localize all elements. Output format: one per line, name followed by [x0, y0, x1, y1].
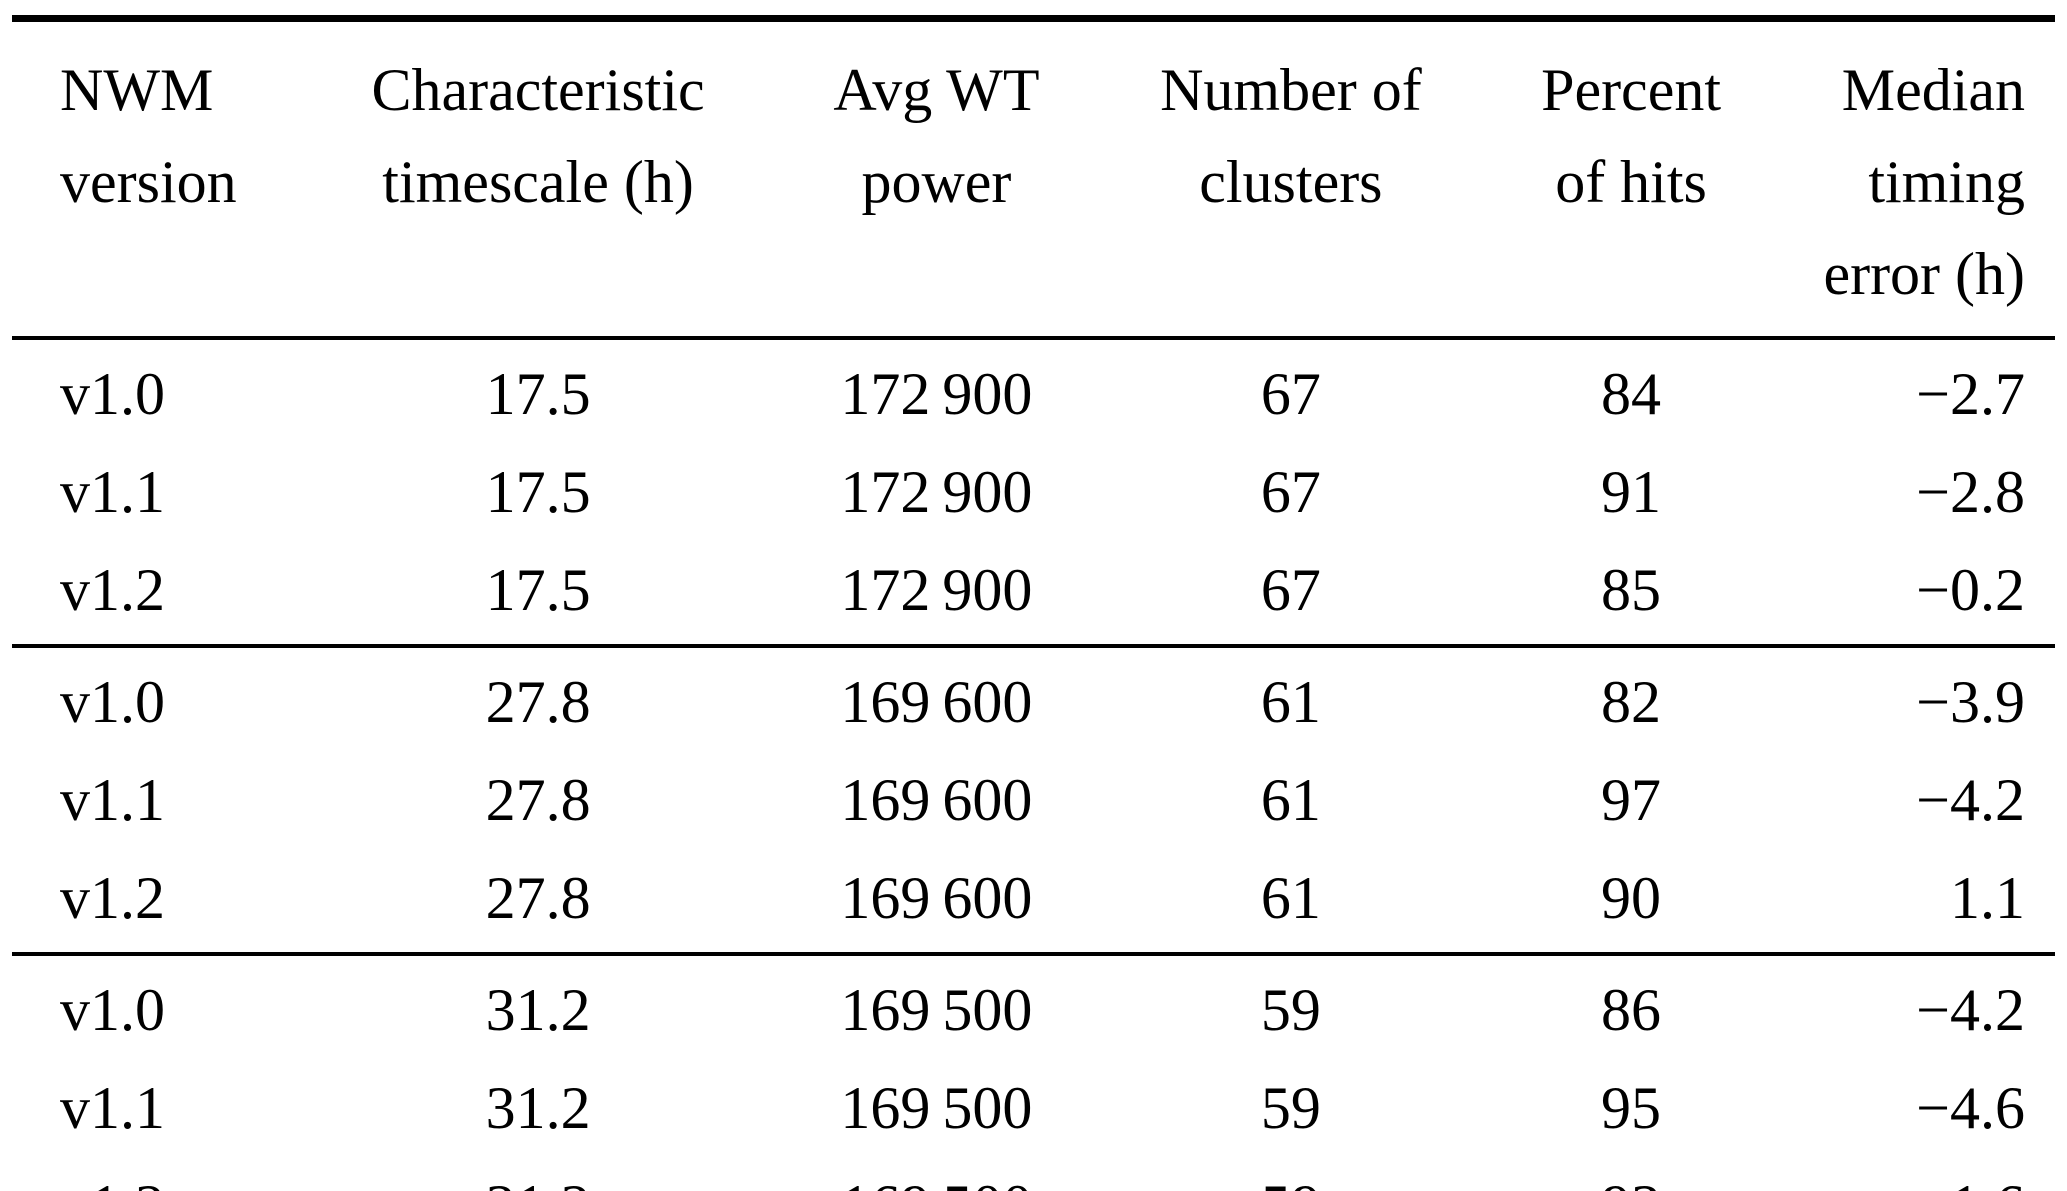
cell-nwm-version: v1.0 [60, 668, 165, 735]
cell-number-of-clusters: 61 [1260, 864, 1321, 931]
row-group-timescale-27-8: v1.0 27.8 169 600 61 82 −3.9 v1.1 27.8 1… [12, 646, 2055, 954]
cell-nwm-version: v1.1 [60, 766, 165, 833]
cell-percent-of-hits: 95 [1601, 1074, 1662, 1141]
cell-median-timing-error: −2.8 [1916, 458, 2025, 525]
header-line: Number of [1160, 57, 1422, 123]
cell-median-timing-error: −4.2 [1916, 766, 2025, 833]
header-line: Characteristic [371, 57, 705, 123]
cell-number-of-clusters: 67 [1260, 360, 1321, 427]
cell-percent-of-hits: 84 [1601, 360, 1662, 427]
header-avg-wt-power: Avg WT power [737, 19, 1135, 339]
cell-avg-wt-power: 172 900 [840, 458, 1033, 525]
cell-nwm-version: v1.0 [60, 976, 165, 1043]
cell-characteristic-timescale: 31.2 [339, 1157, 737, 1191]
header-number-of-clusters: Number of clusters [1136, 19, 1447, 339]
table-row: v1.2 31.2 169 500 59 93 1.6 [12, 1157, 2055, 1191]
table-row: v1.0 31.2 169 500 59 86 −4.2 [12, 954, 2055, 1059]
cell-characteristic-timescale: 27.8 [485, 668, 591, 735]
cell-characteristic-timescale: 17.5 [485, 556, 591, 623]
cell-number-of-clusters: 67 [1260, 556, 1321, 623]
header-line: timescale (h) [382, 149, 694, 215]
header-characteristic-timescale: Characteristic timescale (h) [339, 19, 737, 339]
cell-avg-wt-power: 172 900 [840, 556, 1033, 623]
header-percent-of-hits: Percent of hits [1446, 19, 1816, 339]
cell-median-timing-error: −4.6 [1916, 1074, 2025, 1141]
cell-number-of-clusters: 59 [1260, 1074, 1321, 1141]
cell-avg-wt-power: 169 500 [840, 1074, 1033, 1141]
table-row: v1.0 27.8 169 600 61 82 −3.9 [12, 646, 2055, 751]
header-line: NWM [60, 57, 214, 123]
table-row: v1.2 17.5 172 900 67 85 −0.2 [12, 541, 2055, 646]
cell-nwm-version: v1.1 [60, 458, 165, 525]
header-line: Median [1841, 57, 2025, 123]
header-line: of hits [1555, 149, 1707, 215]
cell-characteristic-timescale: 31.2 [485, 1074, 591, 1141]
cell-characteristic-timescale: 17.5 [485, 458, 591, 525]
row-group-timescale-17-5: v1.0 17.5 172 900 67 84 −2.7 v1.1 17.5 1… [12, 338, 2055, 646]
cell-number-of-clusters: 67 [1260, 458, 1321, 525]
cell-median-timing-error: −2.7 [1916, 360, 2025, 427]
cell-avg-wt-power: 169 500 [737, 1157, 1135, 1191]
cell-number-of-clusters: 61 [1260, 668, 1321, 735]
cell-characteristic-timescale: 27.8 [485, 766, 591, 833]
nwm-results-table: NWM version Characteristic timescale (h)… [12, 15, 2055, 1191]
cell-number-of-clusters: 59 [1136, 1157, 1447, 1191]
cell-percent-of-hits: 85 [1601, 556, 1662, 623]
cell-median-timing-error: −4.2 [1916, 976, 2025, 1043]
cell-avg-wt-power: 172 900 [840, 360, 1033, 427]
cell-characteristic-timescale: 31.2 [485, 976, 591, 1043]
cell-characteristic-timescale: 27.8 [485, 864, 591, 931]
table-row: v1.2 27.8 169 600 61 90 1.1 [12, 849, 2055, 954]
cell-median-timing-error: −3.9 [1916, 668, 2025, 735]
cell-median-timing-error: 1.6 [1816, 1157, 2055, 1191]
header-line: Percent [1541, 57, 1721, 123]
cell-nwm-version: v1.2 [12, 1157, 339, 1191]
cell-number-of-clusters: 61 [1260, 766, 1321, 833]
cell-nwm-version: v1.2 [60, 556, 165, 623]
cell-avg-wt-power: 169 600 [840, 864, 1033, 931]
cell-nwm-version: v1.0 [60, 360, 165, 427]
cell-percent-of-hits: 82 [1601, 668, 1662, 735]
table-row: v1.1 17.5 172 900 67 91 −2.8 [12, 443, 2055, 541]
table-header: NWM version Characteristic timescale (h)… [12, 19, 2055, 339]
cell-percent-of-hits: 91 [1601, 458, 1662, 525]
header-line: version [60, 149, 237, 215]
header-nwm-version: NWM version [12, 19, 339, 339]
cell-percent-of-hits: 90 [1601, 864, 1662, 931]
header-line: clusters [1199, 149, 1383, 215]
table-row: v1.1 27.8 169 600 61 97 −4.2 [12, 751, 2055, 849]
cell-nwm-version: v1.1 [60, 1074, 165, 1141]
cell-avg-wt-power: 169 600 [840, 668, 1033, 735]
cell-avg-wt-power: 169 500 [840, 976, 1033, 1043]
table-row: v1.1 31.2 169 500 59 95 −4.6 [12, 1059, 2055, 1157]
cell-percent-of-hits: 86 [1601, 976, 1662, 1043]
cell-number-of-clusters: 59 [1260, 976, 1321, 1043]
header-row: NWM version Characteristic timescale (h)… [12, 19, 2055, 339]
header-line: power [861, 149, 1012, 215]
cell-median-timing-error: −0.2 [1916, 556, 2025, 623]
cell-characteristic-timescale: 17.5 [485, 360, 591, 427]
header-line: error (h) [1823, 241, 2025, 307]
cell-avg-wt-power: 169 600 [840, 766, 1033, 833]
table-row: v1.0 17.5 172 900 67 84 −2.7 [12, 338, 2055, 443]
cell-percent-of-hits: 93 [1446, 1157, 1816, 1191]
cell-percent-of-hits: 97 [1601, 766, 1662, 833]
header-median-timing-error: Median timing error (h) [1816, 19, 2055, 339]
cell-nwm-version: v1.2 [60, 864, 165, 931]
cell-median-timing-error: 1.1 [1950, 864, 2025, 931]
header-line: Avg WT [833, 57, 1040, 123]
row-group-timescale-31-2: v1.0 31.2 169 500 59 86 −4.2 v1.1 31.2 1… [12, 954, 2055, 1191]
header-line: timing [1868, 149, 2025, 215]
